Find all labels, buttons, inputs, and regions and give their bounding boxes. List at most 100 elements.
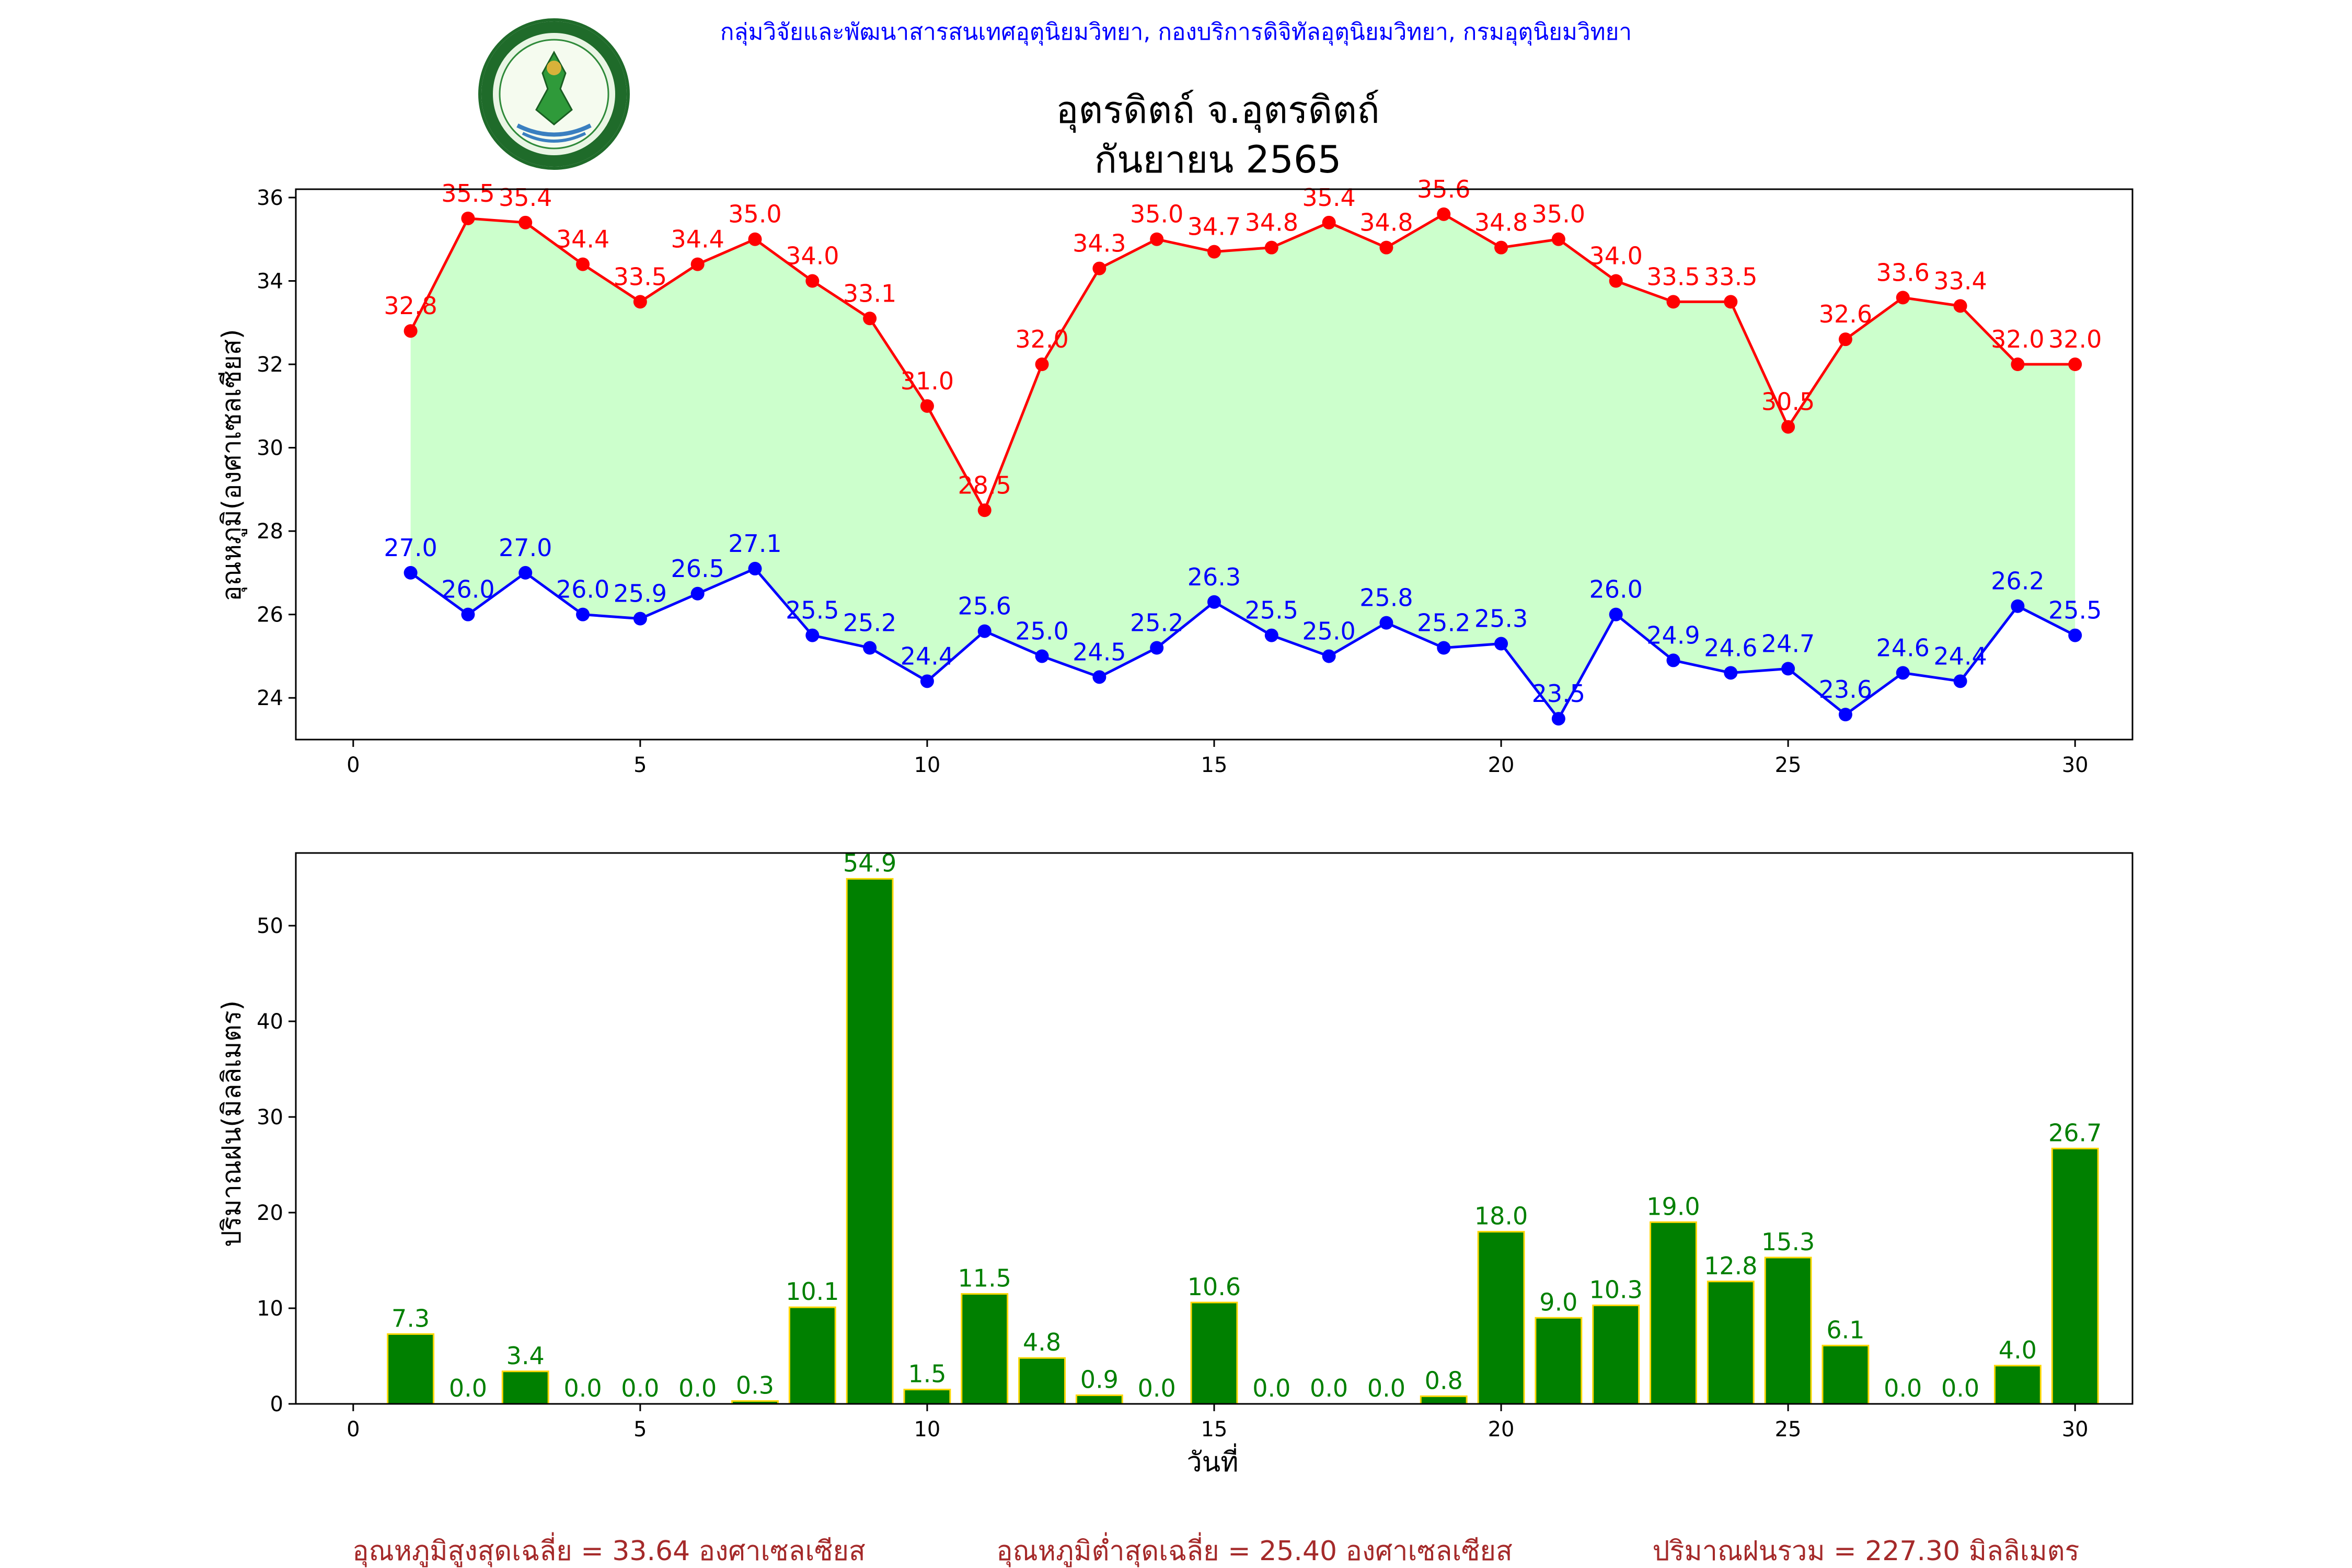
min-temperature-label: 24.7 <box>1761 629 1815 658</box>
rainfall-label: 26.7 <box>2048 1119 2102 1147</box>
rainfall-label: 0.0 <box>1367 1374 1405 1402</box>
temperature-range-fill <box>410 214 2076 719</box>
min-temperature-label: 26.2 <box>1991 567 2044 595</box>
min-temperature-point <box>1896 666 1910 680</box>
chart-title-line1: อุตรดิตถ์ จ.อุตรดิตถ์ <box>1056 88 1380 133</box>
x-tick-label: 10 <box>914 753 940 777</box>
min-temperature-point <box>461 607 475 621</box>
meteorological-department-logo <box>478 18 630 170</box>
max-temperature-label: 32.6 <box>1819 300 1872 328</box>
min-temperature-label: 25.5 <box>2048 596 2102 625</box>
y-tick-label: 50 <box>257 914 283 938</box>
min-temperature-label: 26.0 <box>556 575 609 604</box>
temperature-plot-frame <box>295 188 2134 741</box>
min-temperature-point <box>2068 628 2082 642</box>
x-tick-label: 15 <box>1201 1417 1228 1442</box>
max-temperature-point <box>920 399 934 413</box>
max-temperature-label: 33.5 <box>614 262 667 291</box>
min-temperature-label: 25.3 <box>1474 605 1528 633</box>
min-temperature-label: 27.0 <box>499 534 552 562</box>
max-temperature-point <box>1035 358 1049 372</box>
min-temperature-label: 24.5 <box>1073 638 1126 666</box>
max-temperature-point <box>461 211 475 225</box>
max-temperature-point <box>1953 299 1967 313</box>
max-temperature-point <box>1838 332 1852 347</box>
max-temperature-label: 28.5 <box>958 471 1011 499</box>
max-temperature-point <box>1666 295 1680 309</box>
x-tick-label: 5 <box>633 1417 647 1442</box>
rainfall-label: 1.5 <box>908 1360 946 1388</box>
min-temperature-point <box>1092 670 1106 684</box>
max-temperature-label: 33.5 <box>1646 262 1700 291</box>
min-temperature-point <box>1609 607 1623 621</box>
rainfall-axes: 0 5 10 15 20 25 30 0 10 20 30 40 50 <box>257 914 2089 1442</box>
y-tick-label: 28 <box>257 520 283 544</box>
max-temperature-label: 34.8 <box>1359 209 1413 237</box>
rainfall-label: 0.0 <box>678 1374 717 1402</box>
x-tick-label: 0 <box>347 753 360 777</box>
rainfall-label: 15.3 <box>1761 1228 1815 1256</box>
min-temperature-label: 24.9 <box>1646 621 1700 649</box>
max-temperature-label: 35.4 <box>1302 183 1355 212</box>
min-temperature-point <box>518 566 533 580</box>
rainfall-label: 0.0 <box>1884 1374 1922 1402</box>
min-temperature-point <box>690 586 705 601</box>
min-temperature-point <box>576 607 590 621</box>
rainfall-label: 0.0 <box>1941 1374 1979 1402</box>
x-tick-label: 15 <box>1201 753 1228 777</box>
min-temperature-point <box>920 674 934 688</box>
rainfall-bar <box>1821 1344 1870 1405</box>
rainfall-label: 7.3 <box>391 1304 430 1332</box>
min-temperature-label: 26.0 <box>441 575 494 604</box>
rainfall-bar <box>1190 1301 1238 1405</box>
max-temperature-label: 35.0 <box>1532 200 1585 228</box>
min-temperature-label: 24.6 <box>1704 633 1757 662</box>
rainfall-bar <box>961 1293 1009 1405</box>
y-tick-label: 40 <box>257 1010 283 1034</box>
max-temperature-point <box>1724 295 1738 309</box>
total-rainfall: ปริมาณฝนรวม = 227.30 มิลลิเมตร <box>1653 1536 2080 1567</box>
rainfall-label: 10.1 <box>786 1277 839 1306</box>
organization-text: กลุ่มวิจัยและพัฒนาสารสนเทศอุตุนิยมวิทยา,… <box>720 19 1632 46</box>
rainfall-label: 0.0 <box>449 1374 487 1402</box>
rainfall-bars: 7.30.03.40.0 0.0 0.0 0.310.154.91.511.54.80… <box>387 849 2102 1405</box>
max-temperature-points: 32.835.5 35.434.433.534.435.034.033.131.0… <box>384 175 2102 517</box>
y-tick-label: 30 <box>257 436 283 460</box>
min-temperature-label: 27.1 <box>728 529 781 558</box>
min-temperature-point <box>1838 708 1852 722</box>
x-tick-label: 10 <box>914 1417 940 1442</box>
max-temperature-point <box>1781 420 1795 434</box>
min-temperature-point <box>1724 666 1738 680</box>
temperature-y-axis-label: อุณหภูมิ(องศาเซลเซียส) <box>216 329 247 601</box>
y-tick-label: 0 <box>270 1392 283 1416</box>
y-tick-label: 26 <box>257 603 283 627</box>
min-temperature-label: 26.3 <box>1187 563 1241 591</box>
min-temperature-label: 24.6 <box>1876 633 1930 662</box>
max-temperature-label: 32.0 <box>1991 325 2044 353</box>
min-temperature-label: 26.0 <box>1589 575 1642 604</box>
rainfall-label: 4.8 <box>1023 1328 1061 1356</box>
max-temperature-line <box>409 212 2076 514</box>
max-temperature-point <box>977 503 991 517</box>
rainfall-y-axis-label: ปริมาณฝน(มิลลิเมตร) <box>216 1000 247 1247</box>
min-temperature-point <box>1781 662 1795 676</box>
max-temperature-point <box>1379 240 1393 255</box>
x-tick-label: 25 <box>1775 753 1802 777</box>
max-temperature-point <box>1609 274 1623 288</box>
max-temperature-point <box>1322 215 1336 229</box>
min-temperature-line <box>410 567 2076 721</box>
rainfall-label: 12.8 <box>1704 1252 1757 1280</box>
rainfall-bar <box>1018 1357 1066 1405</box>
max-temperature-point <box>1494 240 1508 255</box>
min-temperature-point <box>1035 649 1049 663</box>
y-tick-label: 32 <box>257 353 283 377</box>
y-tick-label: 30 <box>257 1105 283 1129</box>
rainfall-bar <box>1993 1365 2042 1405</box>
rainfall-bar <box>2051 1147 2099 1405</box>
rainfall-label: 0.0 <box>621 1374 659 1402</box>
max-temperature-label: 35.0 <box>1130 200 1183 228</box>
max-temperature-point <box>690 257 705 271</box>
y-tick-label: 20 <box>257 1201 283 1225</box>
min-temperature-point <box>1953 674 1967 688</box>
max-temperature-point <box>748 232 762 246</box>
